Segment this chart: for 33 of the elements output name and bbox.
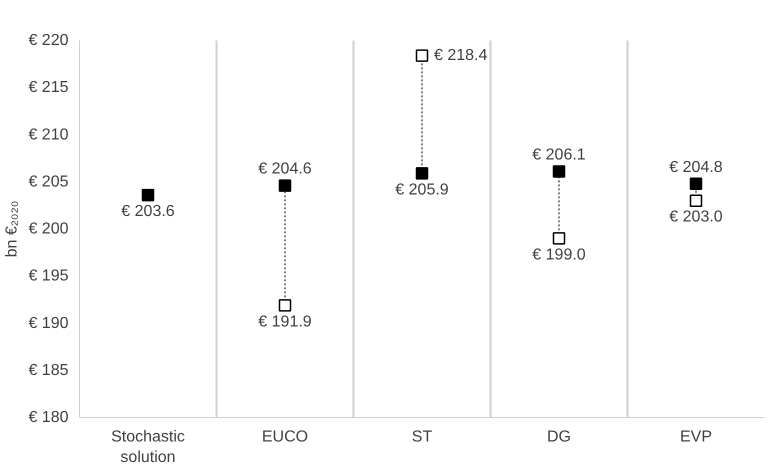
- y-axis-title: bn €₂₀₂₀: [3, 200, 20, 258]
- data-label: € 204.6: [258, 160, 312, 178]
- point: [690, 194, 702, 207]
- y-tick-label: € 185: [28, 362, 69, 379]
- y-tick-label: € 195: [28, 268, 69, 285]
- data-label: € 205.9: [395, 181, 449, 198]
- point: [416, 49, 428, 62]
- point: [142, 188, 154, 202]
- data-label: € 203.0: [669, 208, 723, 226]
- point: [278, 179, 292, 192]
- y-tick-label: € 200: [28, 220, 69, 238]
- data-label: € 206.1: [532, 146, 586, 164]
- y-tick-label: € 180: [28, 409, 69, 426]
- x-tick-label: EVP: [680, 428, 712, 446]
- data-label: € 203.6: [121, 203, 175, 220]
- y-tick-label: € 215: [28, 79, 69, 96]
- x-tick-label: DG: [547, 428, 571, 446]
- y-tick-label: € 190: [28, 314, 69, 332]
- y-tick-label: € 210: [28, 126, 69, 144]
- point: [278, 299, 292, 312]
- y-tick-label: € 220: [28, 32, 69, 49]
- x-tick-label: EUCO: [262, 428, 308, 446]
- point: [690, 178, 702, 190]
- data-label: € 199.0: [532, 246, 586, 264]
- y-tick-label: € 205: [28, 173, 69, 190]
- point: [552, 165, 566, 178]
- data-label: € 204.8: [669, 158, 723, 176]
- x-tick-label: Stochastic solution: [111, 428, 185, 466]
- x-tick-label: ST: [412, 428, 432, 446]
- point: [552, 232, 566, 245]
- point: [416, 167, 428, 180]
- data-label: € 191.9: [258, 313, 312, 330]
- data-label: € 218.4: [434, 47, 488, 64]
